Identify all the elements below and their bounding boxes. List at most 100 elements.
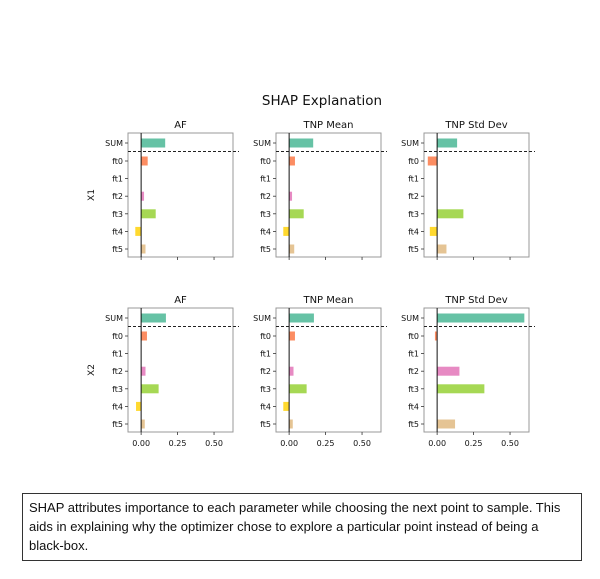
y-tick-label: ft4 [408, 402, 419, 411]
y-tick-label: ft1 [112, 350, 123, 359]
y-tick-label: ft1 [112, 175, 123, 184]
y-tick-label: ft4 [260, 227, 271, 236]
y-tick-label: ft3 [112, 210, 123, 219]
y-tick-label: ft3 [408, 210, 419, 219]
panel-title: TNP Std Dev [444, 295, 507, 306]
caption-box: SHAP attributes importance to each param… [22, 493, 582, 561]
y-tick-label: SUM [253, 139, 271, 148]
bar-ft0 [289, 156, 295, 166]
bar-ft2 [141, 366, 146, 376]
figure-title: SHAP Explanation [262, 93, 382, 109]
bar-sum [141, 313, 166, 323]
y-tick-label: ft0 [112, 332, 123, 341]
x-tick-label: 0.25 [169, 439, 187, 448]
bar-ft2 [289, 366, 294, 376]
y-tick-label: ft5 [112, 420, 123, 429]
y-tick-label: ft1 [260, 175, 271, 184]
y-tick-label: ft4 [408, 227, 419, 236]
y-tick-label: ft5 [260, 420, 271, 429]
y-tick-label: ft2 [408, 192, 419, 201]
bar-sum [437, 138, 458, 148]
bar-ft2 [141, 191, 145, 201]
bar-ft4 [283, 401, 290, 411]
bar-ft2 [437, 366, 460, 376]
bar-ft4 [283, 226, 290, 236]
y-tick-label: SUM [253, 314, 271, 323]
x-tick-label: 0.00 [428, 439, 446, 448]
bar-ft3 [437, 384, 485, 394]
bar-sum [289, 313, 314, 323]
bar-ft4 [136, 401, 142, 411]
y-tick-label: SUM [401, 139, 419, 148]
y-tick-label: ft2 [112, 367, 123, 376]
y-tick-label: ft4 [112, 402, 123, 411]
x-tick-label: 0.00 [280, 439, 298, 448]
y-tick-label: ft0 [260, 332, 271, 341]
panel-title: AF [174, 120, 187, 131]
bar-sum [437, 313, 525, 323]
bar-ft3 [437, 209, 464, 219]
bar-ft0 [141, 331, 147, 341]
y-tick-label: ft4 [260, 402, 271, 411]
panel-title: TNP Mean [302, 295, 353, 306]
bar-ft3 [289, 384, 307, 394]
y-tick-label: ft1 [260, 350, 271, 359]
panel-title: TNP Mean [302, 120, 353, 131]
y-tick-label: ft5 [408, 420, 419, 429]
shap-figure: SHAP Explanation X1 AF SUM ft0 ft1 ft2 ft3 ft4 f… [87, 93, 535, 448]
y-tick-label: ft0 [408, 332, 419, 341]
y-tick-label: SUM [105, 314, 123, 323]
bar-ft3 [141, 384, 159, 394]
y-tick-label: ft3 [260, 385, 271, 394]
x-tick-label: 0.25 [317, 439, 335, 448]
y-tick-label: SUM [401, 314, 419, 323]
bar-ft0 [434, 331, 438, 341]
bar-ft5 [437, 419, 456, 429]
bar-ft5 [437, 244, 447, 254]
x-tick-label: 0.25 [465, 439, 483, 448]
bar-sum [141, 138, 166, 148]
panel-frame [423, 132, 530, 258]
y-tick-label: ft0 [112, 157, 123, 166]
y-tick-label: ft3 [112, 385, 123, 394]
caption-text: SHAP attributes importance to each param… [29, 500, 561, 553]
bar-ft5 [289, 244, 295, 254]
bar-ft5 [141, 419, 145, 429]
row-label-x2: X2 [87, 364, 97, 376]
bar-ft5 [141, 244, 146, 254]
y-tick-label: ft3 [408, 385, 419, 394]
y-tick-label: ft5 [112, 245, 123, 254]
bar-ft2 [289, 191, 293, 201]
y-tick-label: ft2 [260, 192, 271, 201]
y-tick-label: ft5 [408, 245, 419, 254]
bar-ft5 [289, 419, 293, 429]
bar-sum [289, 138, 314, 148]
y-tick-label: ft2 [408, 367, 419, 376]
y-tick-label: SUM [105, 139, 123, 148]
x-tick-label: 0.50 [205, 439, 223, 448]
y-tick-label: ft3 [260, 210, 271, 219]
x-tick-label: 0.00 [132, 439, 150, 448]
row-label-x1: X1 [87, 189, 97, 201]
panel-title: AF [174, 295, 187, 306]
y-tick-label: ft0 [408, 157, 419, 166]
bar-ft0 [141, 156, 148, 166]
bar-ft0 [289, 331, 295, 341]
bar-ft4 [135, 226, 142, 236]
bar-ft0 [427, 156, 438, 166]
bar-ft3 [289, 209, 304, 219]
y-tick-label: ft1 [408, 350, 419, 359]
bar-ft4 [429, 226, 438, 236]
y-tick-label: ft2 [112, 192, 123, 201]
panel-frame [275, 132, 382, 258]
y-tick-label: ft2 [260, 367, 271, 376]
y-tick-label: ft0 [260, 157, 271, 166]
panel-frame [127, 132, 234, 258]
y-tick-label: ft4 [112, 227, 123, 236]
x-tick-label: 0.50 [501, 439, 519, 448]
x-tick-label: 0.50 [353, 439, 371, 448]
panel-title: TNP Std Dev [444, 120, 507, 131]
bar-ft3 [141, 209, 156, 219]
y-tick-label: ft5 [260, 245, 271, 254]
y-tick-label: ft1 [408, 175, 419, 184]
